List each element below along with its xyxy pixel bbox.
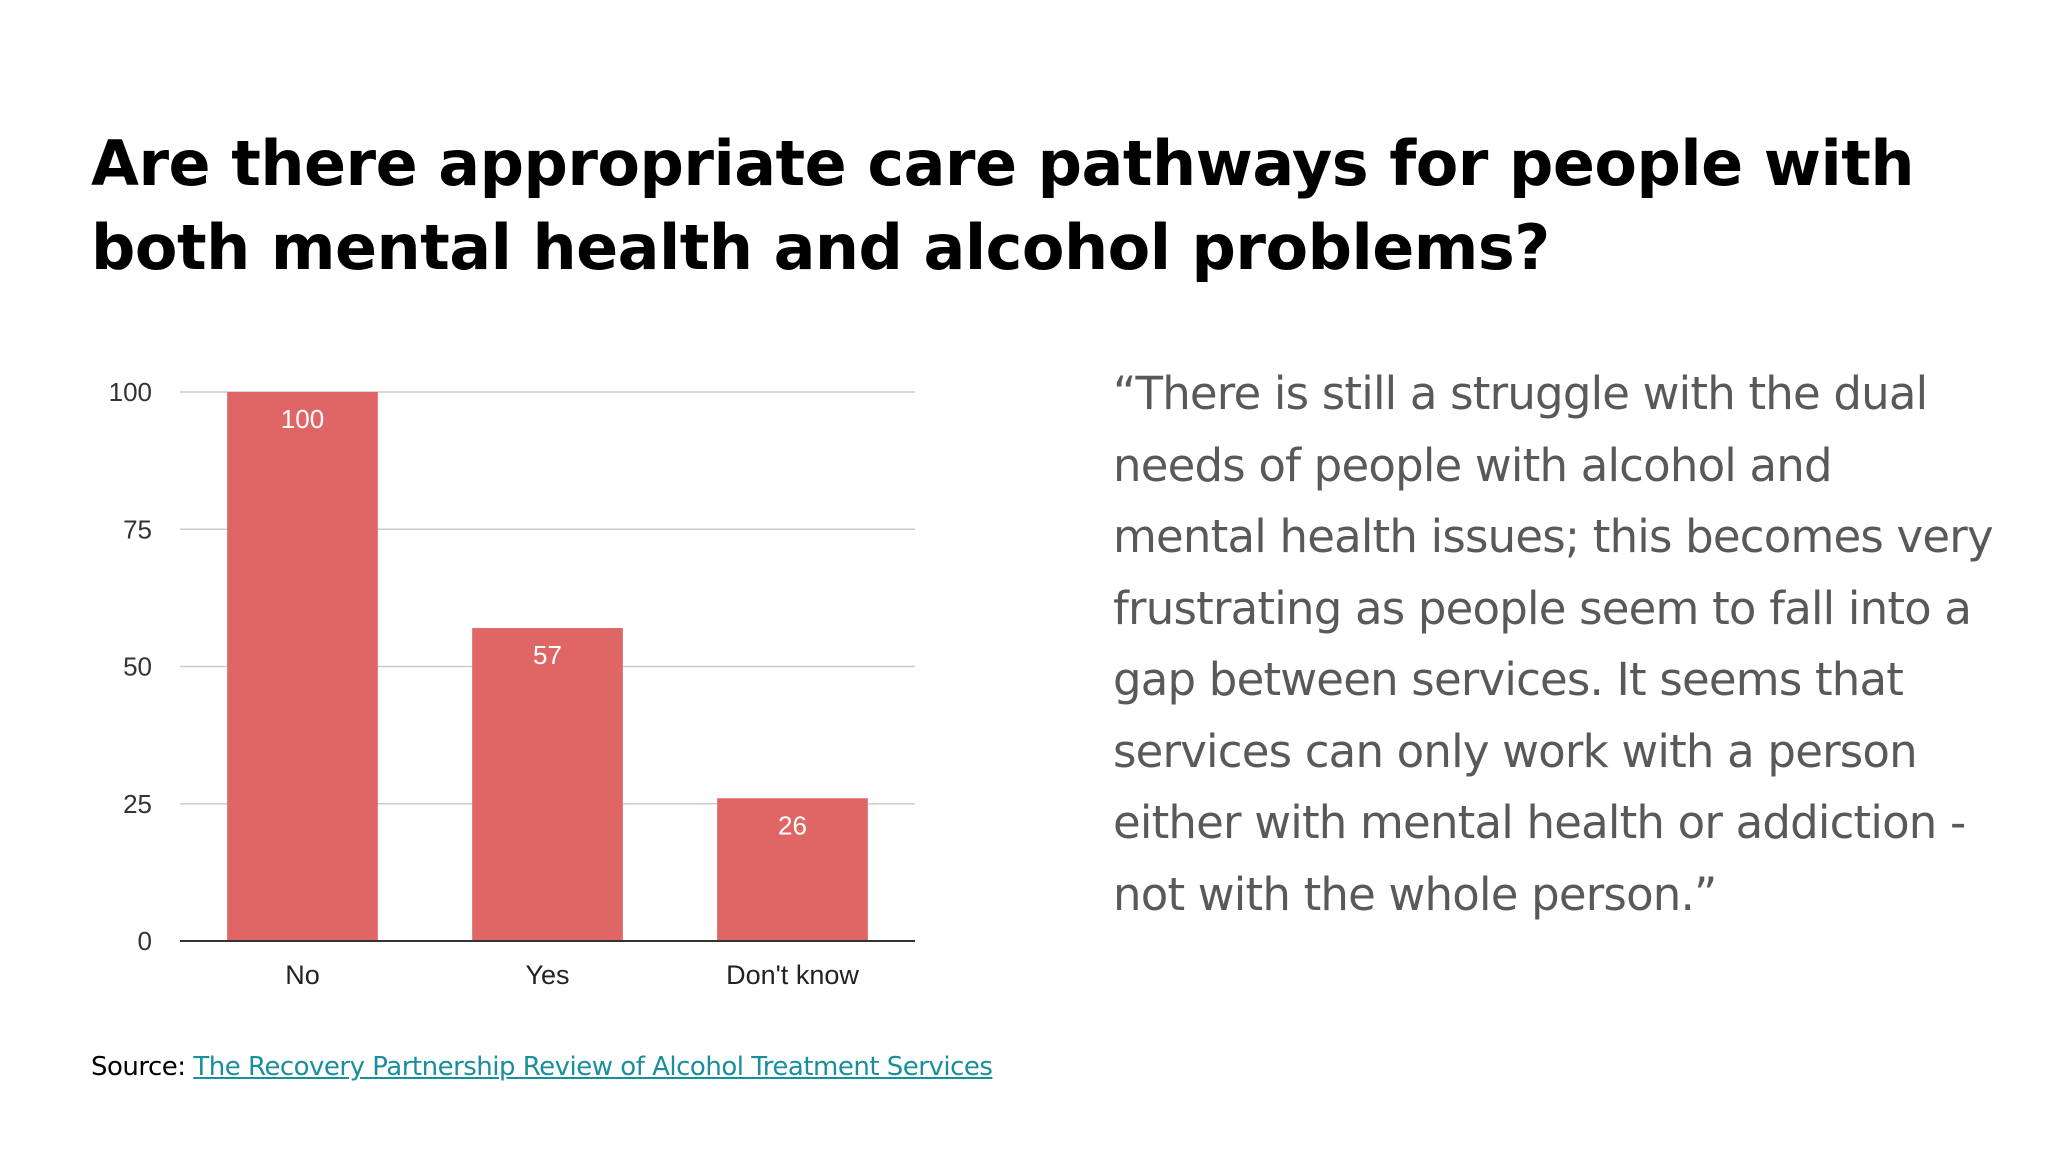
source-line: Source: The Recovery Partnership Review … xyxy=(91,1052,993,1082)
bar-value-label: 100 xyxy=(281,404,324,434)
bar-no xyxy=(227,392,378,941)
y-tick-label: 0 xyxy=(138,926,152,956)
y-tick-label: 75 xyxy=(123,514,152,544)
bar-value-label: 26 xyxy=(778,810,807,840)
x-tick-label: Don't know xyxy=(726,960,859,990)
y-axis-ticks: 0 25 50 75 100 xyxy=(109,377,152,956)
x-tick-label: Yes xyxy=(525,960,569,990)
bar-don-t-know xyxy=(717,798,868,941)
bar-yes xyxy=(472,628,623,941)
data-labels: 100 57 26 xyxy=(281,404,807,840)
source-link[interactable]: The Recovery Partnership Review of Alcoh… xyxy=(193,1052,993,1082)
y-tick-label: 50 xyxy=(123,652,152,682)
bar-value-label: 57 xyxy=(533,640,562,670)
slide-title: Are there appropriate care pathways for … xyxy=(91,127,1915,284)
x-axis-ticks: No Yes Don't know xyxy=(285,960,859,990)
y-tick-label: 25 xyxy=(123,789,152,819)
bars xyxy=(227,392,868,941)
bar-chart-svg: 0 25 50 75 100 100 57 26 No Yes Don't know xyxy=(109,377,915,990)
bar-chart: 0 25 50 75 100 100 57 26 No Yes Don't know xyxy=(80,360,940,1000)
source-prefix: Source: xyxy=(91,1052,194,1082)
quote-text: “There is still a struggle with the dual… xyxy=(1113,367,1994,921)
x-tick-label: No xyxy=(285,960,320,990)
y-tick-label: 100 xyxy=(109,377,152,407)
